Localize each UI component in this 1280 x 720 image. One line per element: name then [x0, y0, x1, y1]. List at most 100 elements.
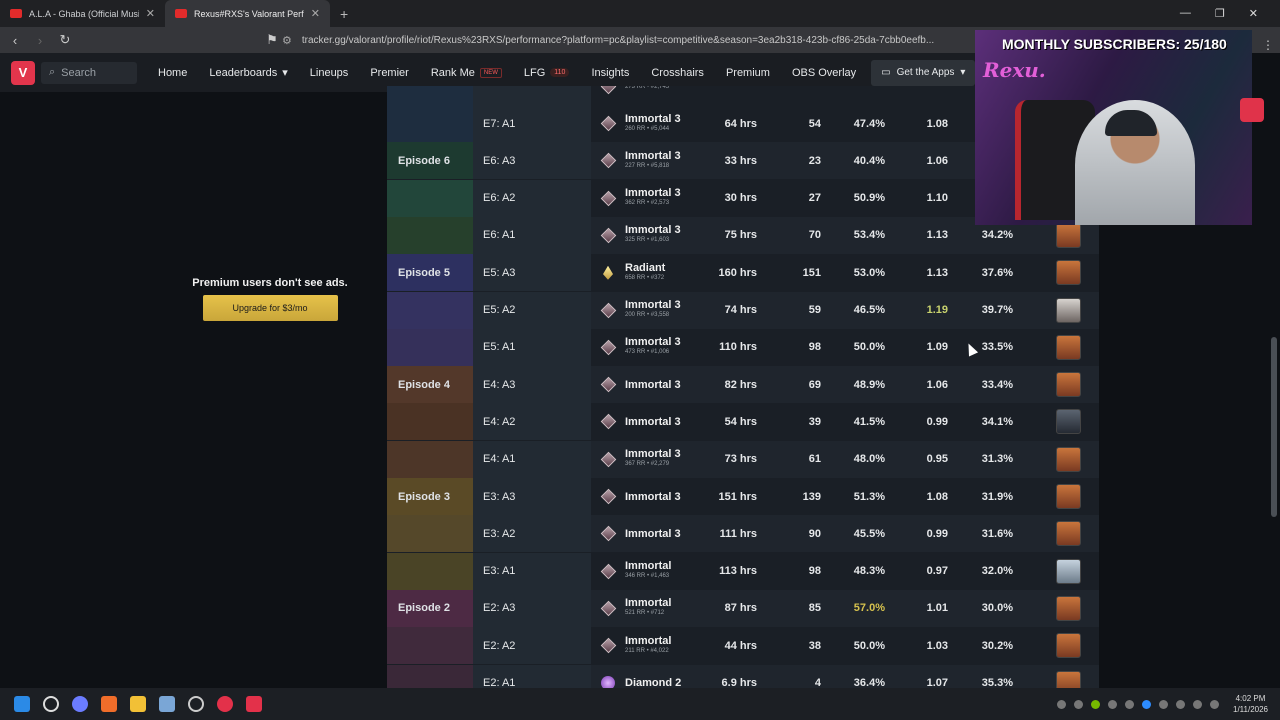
- table-row[interactable]: E5: A2 Immortal 3 200 RR • #3,558 74 hrs 59 4…: [387, 291, 1099, 329]
- matches: 59: [808, 304, 821, 316]
- tray-icon[interactable]: [1142, 699, 1151, 709]
- app-icon[interactable]: [72, 696, 88, 712]
- get-apps-button[interactable]: ▭ Get the Apps ▾: [871, 59, 976, 86]
- top-agent-icon: [1056, 409, 1081, 435]
- clock[interactable]: 4:02 PM 1/11/2026: [1233, 693, 1268, 715]
- new-tab-button[interactable]: +: [340, 5, 349, 22]
- site-info-icon[interactable]: ⚙: [282, 34, 292, 47]
- rank-sub: 273 RR • #2,745: [625, 86, 670, 90]
- upgrade-button[interactable]: Upgrade for $3/mo: [202, 295, 338, 321]
- network-icon[interactable]: [1193, 699, 1202, 709]
- table-row[interactable]: E6: A2 Immortal 3 362 RR • #2,573 30 hrs 27 5…: [387, 179, 1099, 217]
- win-rate: 41.5%: [853, 415, 885, 428]
- forward-icon[interactable]: ›: [37, 32, 43, 48]
- scrollbar-thumb[interactable]: [1271, 337, 1277, 517]
- win-rate: 45.5%: [853, 527, 885, 540]
- rank-rr: 227 RR • #5,818: [625, 162, 670, 169]
- search-icon[interactable]: [43, 696, 59, 712]
- top-agent-icon: [1056, 372, 1081, 398]
- nav-home[interactable]: Home: [158, 66, 188, 79]
- nvidia-icon[interactable]: [1091, 699, 1100, 709]
- rank-rr: 260 RR • #5,044: [625, 125, 670, 132]
- microphone-icon[interactable]: [1176, 699, 1185, 709]
- hours-played: 111 hrs: [719, 527, 757, 540]
- rank-name: Diamond 2: [625, 677, 682, 689]
- nav-crosshairs[interactable]: Crosshairs: [651, 66, 704, 79]
- nav-lineups[interactable]: Lineups: [309, 66, 349, 79]
- act-label: E6: A2: [473, 179, 591, 217]
- table-row[interactable]: Episode 2 E2: A3 Immortal 521 RR • #712 87 h…: [387, 589, 1099, 627]
- act-label: E5: A1: [473, 328, 591, 366]
- windows-start-icon[interactable]: [14, 696, 30, 712]
- app-icon[interactable]: [188, 696, 204, 712]
- brave-icon[interactable]: [101, 696, 117, 712]
- tracker-logo[interactable]: V: [11, 60, 35, 85]
- rank-rr: 325 RR • #1,603: [625, 237, 670, 244]
- nav-insights[interactable]: Insights: [591, 66, 630, 79]
- valorant-app-icon[interactable]: [246, 696, 262, 712]
- nav-premier[interactable]: Premier: [370, 66, 409, 79]
- table-row[interactable]: E6: A1 Immortal 3 325 RR • #1,603 75 hrs 70 5…: [387, 216, 1099, 254]
- minimize-icon[interactable]: —: [1179, 7, 1191, 19]
- table-row[interactable]: E5: A1 Immortal 3 473 RR • #1,006 110 hrs 98…: [387, 328, 1099, 366]
- site-nav: V ⌕ Search Home Leaderboards ▾ Lineups Pr…: [0, 53, 980, 92]
- episode-label: [387, 328, 473, 366]
- episode-label: [387, 664, 473, 688]
- tray-icon[interactable]: [1159, 699, 1168, 709]
- act-label: E6: A3: [473, 142, 591, 180]
- photos-icon[interactable]: [159, 696, 175, 712]
- search-input[interactable]: ⌕ Search: [41, 61, 137, 84]
- close-window-icon[interactable]: ✕: [1248, 8, 1258, 20]
- rank-rr: 521 RR • #712: [625, 610, 665, 617]
- volume-icon[interactable]: [1210, 699, 1219, 709]
- restore-icon[interactable]: ❐: [1214, 8, 1225, 20]
- table-row[interactable]: E3: A1 Immortal 346 RR • #1,463 113 hrs 98 48…: [387, 552, 1099, 590]
- table-row[interactable]: E4: A2 Immortal 3 54 hrs 39 41.5% 0.99 34.1%: [387, 403, 1099, 441]
- tray-icon[interactable]: [1057, 699, 1066, 709]
- rank-name: Immortal 3: [625, 415, 681, 428]
- back-icon[interactable]: ‹: [12, 32, 18, 48]
- rank-icon: [599, 674, 617, 688]
- rank-icon: [599, 525, 617, 543]
- tray-icon[interactable]: [1074, 699, 1083, 709]
- valorant-icon[interactable]: [217, 696, 233, 712]
- search-placeholder: Search: [61, 66, 97, 79]
- url-field[interactable]: ⚙ tracker.gg/valorant/profile/riot/Rexus…: [282, 30, 1002, 50]
- matches: 69: [808, 378, 821, 391]
- folder-icon[interactable]: [130, 696, 146, 712]
- table-row[interactable]: E2: A1 Diamond 2 6.9 hrs 4 36.4% 1.07 35.3%: [387, 664, 1099, 689]
- table-row[interactable]: E2: A2 Immortal 211 RR • #4,022 44 hrs 38 50.…: [387, 627, 1099, 665]
- tray-icon[interactable]: [1125, 699, 1134, 709]
- rank-name: Immortal 3: [625, 527, 681, 540]
- table-row[interactable]: E3: A2 Immortal 3 111 hrs 90 45.5% 0.99 31.6%: [387, 515, 1099, 553]
- red-action-button[interactable]: [1240, 98, 1264, 122]
- rank-name: Immortal 3: [625, 378, 681, 391]
- more-icon[interactable]: ⋮: [1262, 38, 1274, 52]
- nav-rank-me[interactable]: Rank Me NEW: [420, 67, 513, 79]
- table-row[interactable]: Episode 4 E4: A3 Immortal 3 82 hrs 69 48.9% 1.…: [387, 366, 1099, 404]
- table-row[interactable]: E4: A1 Immortal 3 367 RR • #2,279 73 hrs 61 4…: [387, 440, 1099, 478]
- nav-lfg[interactable]: LFG 110: [513, 67, 581, 79]
- rank-icon: [599, 152, 617, 170]
- episode-label: Episode 6: [387, 142, 473, 180]
- close-icon[interactable]: ✕: [310, 8, 320, 20]
- discord-icon[interactable]: [1108, 699, 1117, 709]
- bookmark-icon[interactable]: ⚑: [266, 32, 278, 47]
- rank-icon: [599, 376, 617, 394]
- nav-leaderboards[interactable]: Leaderboards ▾: [198, 66, 298, 80]
- close-icon[interactable]: ✕: [145, 8, 155, 20]
- webcam-overlay: Rexu. MONTHLY SUBSCRIBERS: 25/180: [975, 30, 1252, 225]
- table-row[interactable]: Episode 5 E5: A3 Radiant 658 RR • #372 160 h…: [387, 254, 1099, 292]
- episode-label: Episode 4: [387, 366, 473, 404]
- nav-obs-overlay[interactable]: OBS Overlay: [791, 66, 857, 79]
- scrollbar[interactable]: [1268, 92, 1280, 688]
- browser-tab-active[interactable]: Rexus#RXS's Valorant Performan ✕: [165, 0, 330, 27]
- browser-tab[interactable]: A.L.A - Ghaba (Official Music Video) ✕: [0, 0, 165, 27]
- rank-cell: Immortal 3: [591, 515, 709, 552]
- premium-ad: Premium users don't see ads. Upgrade for…: [190, 277, 350, 321]
- nav-premium[interactable]: Premium: [725, 66, 770, 79]
- rank-cell: Radiant 658 RR • #372: [591, 254, 709, 291]
- reload-icon[interactable]: ↻: [59, 32, 71, 47]
- table-row[interactable]: Episode 3 E3: A3 Immortal 3 151 hrs 139 51.3%…: [387, 478, 1099, 515]
- tab-title: A.L.A - Ghaba (Official Music Video): [29, 8, 139, 19]
